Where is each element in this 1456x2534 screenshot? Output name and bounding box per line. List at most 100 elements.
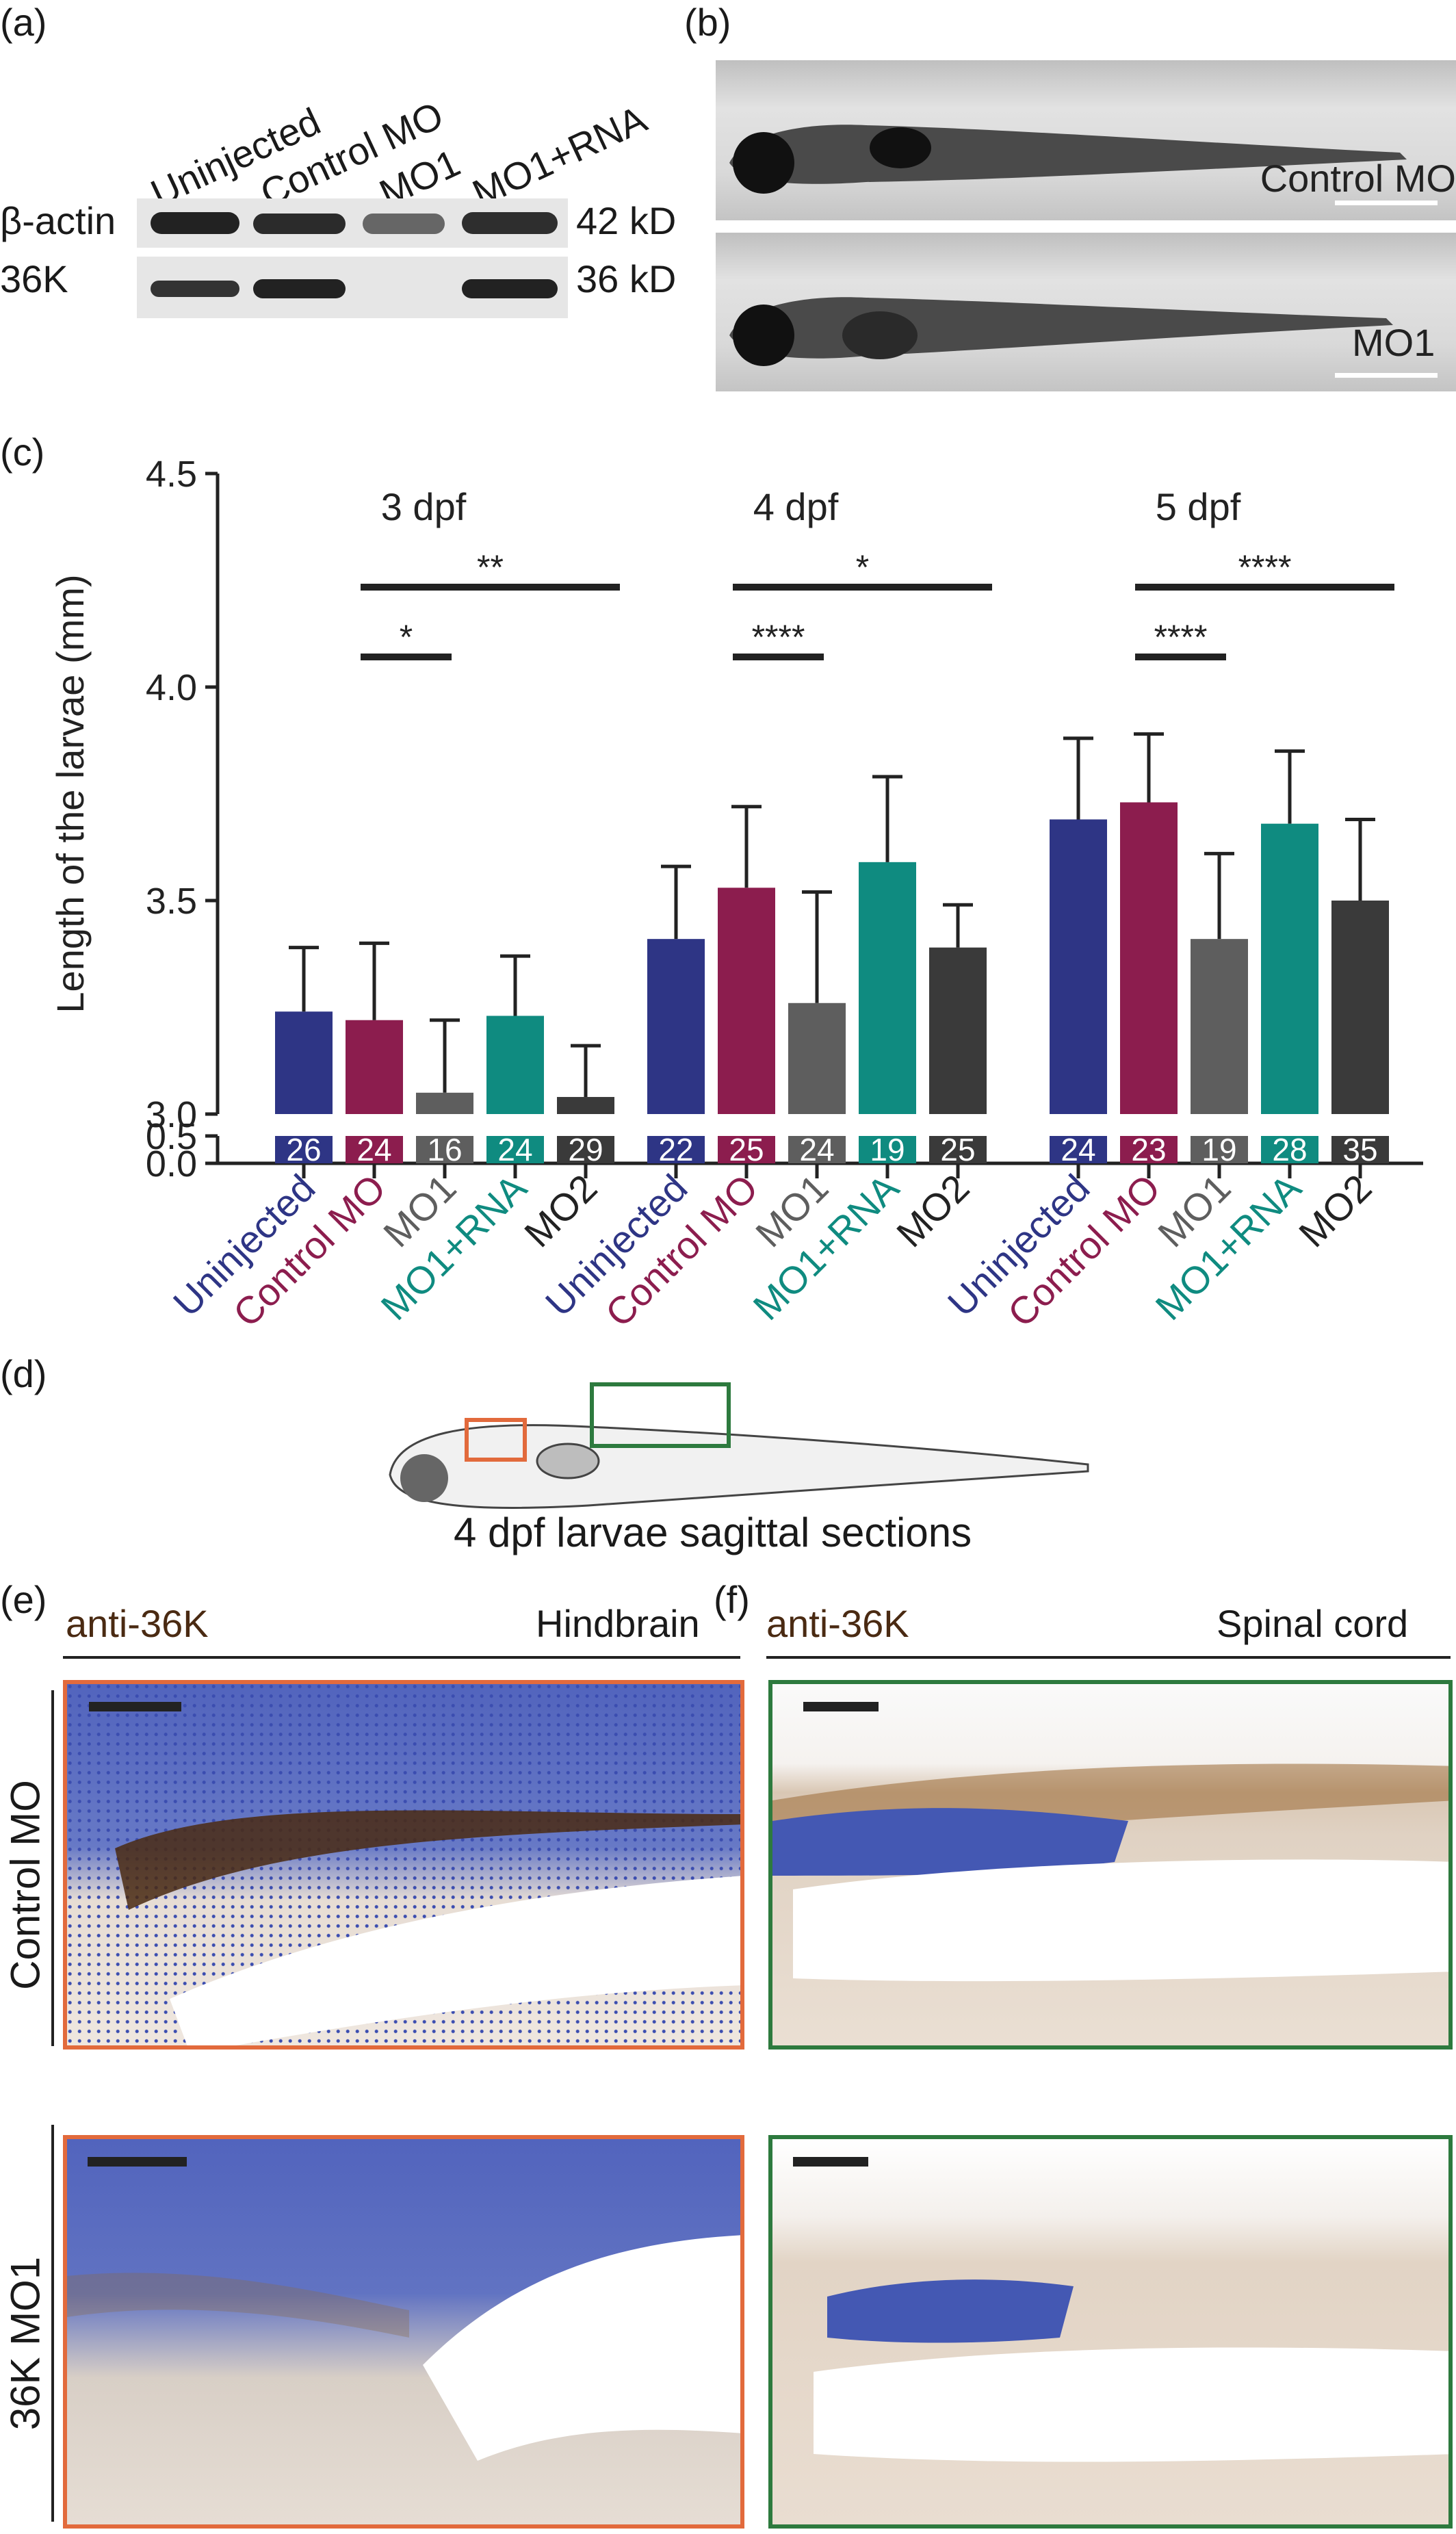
- y-tick-label: 3.0: [146, 1094, 197, 1135]
- bar-base: [718, 1136, 775, 1163]
- actin-band: [462, 212, 558, 234]
- significance-label: ****: [1238, 548, 1292, 586]
- bar-base: [416, 1136, 473, 1163]
- hindbrain-mo1-features: [67, 2235, 740, 2461]
- bar-base: [859, 1136, 916, 1163]
- bar: [275, 1011, 333, 1114]
- bar-base: [1191, 1136, 1248, 1163]
- panel-label-f: (f): [714, 1578, 750, 1621]
- bar-base: [1050, 1136, 1107, 1163]
- histology-hindbrain-mo1: [63, 2135, 744, 2529]
- row-label-control-mo: Control MO: [2, 1780, 49, 1990]
- bar: [647, 939, 705, 1114]
- y-axis-label: Length of the larvae (mm): [49, 574, 92, 1013]
- blot-size-42kd: 42 kD: [576, 199, 677, 242]
- actin-band: [253, 214, 346, 234]
- photo-label-mo1: MO1: [1352, 321, 1435, 364]
- spinal-cord-nuclei: [827, 2279, 1074, 2343]
- spinal-cord-box: [590, 1382, 731, 1448]
- blot-row-label-actin: β-actin: [0, 199, 116, 242]
- larva-eye: [733, 132, 794, 194]
- y-tick-label: 4.5: [146, 454, 197, 495]
- western-blot-36k-strip: [137, 257, 568, 318]
- bar: [346, 1020, 403, 1114]
- sample-size-label: 24: [497, 1132, 532, 1167]
- y-tick-label: 4.0: [146, 667, 197, 708]
- significance-label: *: [400, 618, 413, 656]
- swim-bladder: [870, 127, 931, 168]
- significance-label: **: [477, 548, 504, 586]
- scale-bar: [803, 1702, 879, 1711]
- panel-label-c: (c): [0, 430, 45, 474]
- f-stain-label: anti-36K: [766, 1602, 909, 1645]
- schematic-caption: 4 dpf larvae sagittal sections: [454, 1510, 972, 1555]
- 36k-band: [462, 279, 558, 298]
- spinal-control-features: [772, 1763, 1448, 1982]
- row-bar-mo1: [51, 2125, 54, 2522]
- photo-label-control-mo: Control MO: [1260, 157, 1456, 200]
- yolk: [842, 311, 918, 359]
- notochord: [793, 1859, 1448, 1982]
- sample-size-label: 19: [1201, 1132, 1236, 1167]
- bar: [1120, 802, 1178, 1114]
- bar: [859, 862, 916, 1114]
- group-title: 3 dpf: [381, 485, 467, 528]
- spinal-mo1-features: [814, 2279, 1448, 2462]
- bar-base: [275, 1136, 333, 1163]
- schematic-body: [389, 1424, 1089, 1510]
- hindbrain-box: [465, 1418, 527, 1462]
- bar-base: [788, 1136, 846, 1163]
- sample-size-label: 26: [286, 1132, 321, 1167]
- sample-size-label: 24: [1061, 1132, 1095, 1167]
- notochord: [423, 2235, 740, 2461]
- sample-size-label: 25: [940, 1132, 975, 1167]
- sample-size-label: 19: [870, 1132, 905, 1167]
- actin-band: [151, 212, 239, 234]
- sample-size-label: 16: [427, 1132, 462, 1167]
- notochord: [170, 1876, 740, 2045]
- 36k-band: [151, 281, 239, 297]
- y-tick-label: 3.5: [146, 881, 197, 922]
- larvae-length-chart: 4.5 4.0 3.5 3.00.50.0 Length of the larvae (…: [49, 454, 1423, 1335]
- blot-row-label-36k: 36K: [0, 257, 68, 300]
- bar: [718, 888, 775, 1114]
- y-tick-label: 0.0: [146, 1143, 197, 1185]
- lane-label-mo1-rna: MO1+RNA: [465, 96, 653, 216]
- sample-size-label: 35: [1342, 1132, 1377, 1167]
- larva-photo-control-mo: Control MO: [716, 60, 1456, 220]
- spinal-cord-nuclei: [772, 1808, 1128, 1876]
- group-title: 5 dpf: [1156, 485, 1241, 528]
- y-tick-label: 0.5: [146, 1116, 197, 1157]
- western-blot-actin-strip: [137, 198, 568, 248]
- bar-base: [557, 1136, 614, 1163]
- scale-bar: [88, 2157, 187, 2167]
- row-label-36k-mo1: 36K MO1: [2, 2256, 49, 2431]
- bar: [1331, 901, 1389, 1114]
- bar: [1261, 823, 1318, 1114]
- bar: [416, 1092, 473, 1114]
- faint-stain: [67, 2273, 409, 2338]
- significance-label: *: [856, 548, 869, 586]
- sample-size-label: 24: [799, 1132, 834, 1167]
- f-region-label: Spinal cord: [1217, 1602, 1409, 1645]
- actin-band: [363, 214, 445, 234]
- category-label: MO2: [888, 1166, 977, 1255]
- histology-spinal-mo1: [768, 2135, 1453, 2529]
- schematic-swim-bladder: [536, 1443, 600, 1479]
- bar: [929, 947, 987, 1114]
- bar-base: [647, 1136, 705, 1163]
- larva-body: [729, 297, 1393, 359]
- bar-base: [346, 1136, 403, 1163]
- sample-size-label: 23: [1131, 1132, 1166, 1167]
- sample-size-label: 28: [1272, 1132, 1307, 1167]
- bar-base: [486, 1136, 544, 1163]
- hindbrain-control-features: [115, 1810, 740, 2045]
- sample-size-label: 22: [658, 1132, 693, 1167]
- larva-schematic: [389, 1382, 1089, 1510]
- panel-label-e: (e): [0, 1578, 47, 1621]
- stained-axon-tract: [115, 1810, 740, 1910]
- bar-base: [1261, 1136, 1318, 1163]
- sample-size-label: 24: [356, 1132, 391, 1167]
- e-stain-label: anti-36K: [66, 1602, 209, 1645]
- bar: [486, 1016, 544, 1114]
